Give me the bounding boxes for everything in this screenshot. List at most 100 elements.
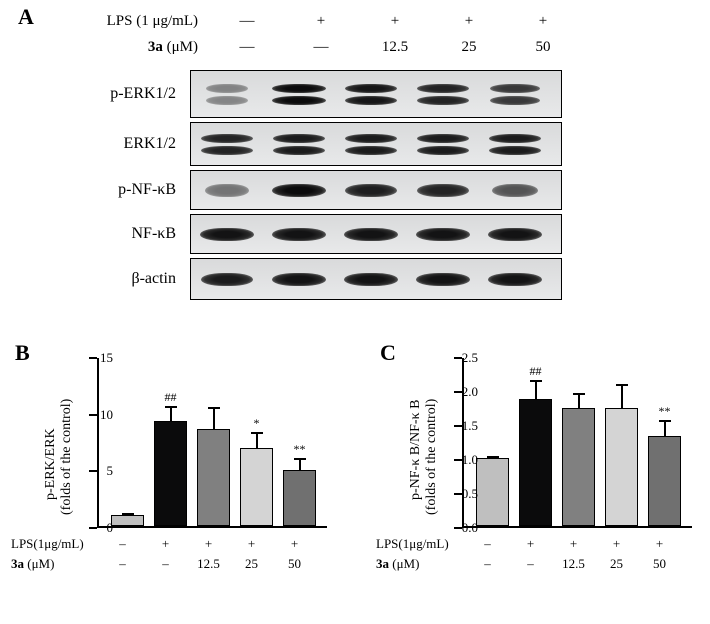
band	[417, 146, 469, 155]
lane	[196, 215, 258, 253]
x-condition-cell: 50	[273, 556, 316, 572]
bar-group: **	[283, 356, 316, 526]
x-condition-cell: +	[509, 536, 552, 552]
error-bar	[578, 394, 580, 408]
ylabel-line1: p-NF-κ B/NF-κ B	[408, 400, 424, 500]
band	[272, 184, 326, 197]
plot-c: ## **	[462, 358, 692, 528]
significance-marker: ##	[530, 364, 542, 379]
x-condition-cell: –	[466, 556, 509, 572]
blot-label-b-actin: β-actin	[50, 270, 190, 288]
band	[345, 134, 397, 143]
band	[201, 146, 253, 155]
lps-label: LPS (1 μg/mL)	[50, 13, 210, 30]
x-condition-cell: –	[144, 556, 187, 572]
error-cap	[251, 432, 263, 434]
bar	[111, 515, 144, 526]
ytick-label: 15	[83, 350, 113, 366]
x-condition-cell: 25	[595, 556, 638, 572]
cmp-c0: —	[210, 39, 284, 56]
lane	[196, 171, 258, 209]
blot-row-ERK1/2: ERK1/2	[50, 122, 562, 166]
x-condition-label: 3a (μM)	[376, 556, 466, 572]
lps-c2: +	[358, 13, 432, 30]
plot-b: ##***	[97, 358, 327, 528]
cmp-c3: 25	[432, 39, 506, 56]
error-cap	[573, 393, 585, 395]
band	[272, 84, 326, 93]
panel-a-letter: A	[18, 4, 34, 30]
panel-c: C ##** 0.00.51.01.52.02.5p-NF-κ B/NF-κ B…	[370, 340, 710, 620]
band	[206, 96, 248, 105]
lane	[412, 171, 474, 209]
cmp-c1: —	[284, 39, 358, 56]
band	[201, 273, 253, 286]
bar-group: ##	[519, 356, 552, 526]
lps-c4: +	[506, 13, 580, 30]
lane	[340, 259, 402, 299]
western-blots: p-ERK1/2ERK1/2p-NF-κBNF-κBβ-actin	[50, 70, 562, 300]
band	[200, 228, 253, 241]
band	[416, 273, 469, 286]
ytick-label: 1.0	[448, 452, 478, 468]
x-condition-label: 3a (μM)	[11, 556, 101, 572]
ytick-label: 0	[83, 520, 113, 536]
lane	[268, 71, 330, 117]
bar-group: *	[240, 356, 273, 526]
bar	[197, 429, 230, 526]
blot-label-NFkB: NF-κB	[50, 225, 190, 243]
band	[273, 146, 325, 155]
lps-c3: +	[432, 13, 506, 30]
bar-group	[605, 356, 638, 526]
lane	[484, 71, 546, 117]
lane	[340, 215, 402, 253]
lane	[340, 71, 402, 117]
band	[273, 134, 325, 143]
error-bar	[213, 408, 215, 428]
blot-row-p-ERK1/2: p-ERK1/2	[50, 70, 562, 118]
significance-marker: *	[254, 416, 260, 431]
band	[344, 273, 397, 286]
lane	[484, 123, 546, 165]
band	[416, 228, 469, 241]
x-condition-cell: +	[638, 536, 681, 552]
x-condition-cell: +	[187, 536, 230, 552]
blot-box-b-actin	[190, 258, 562, 300]
band	[417, 84, 469, 93]
bar	[562, 408, 595, 526]
band	[490, 96, 539, 105]
band	[492, 184, 539, 197]
cmp-c4: 50	[506, 39, 580, 56]
bar-group	[476, 356, 509, 526]
significance-marker: ##	[165, 390, 177, 405]
bar	[240, 448, 273, 526]
ytick-label: 1.5	[448, 418, 478, 434]
error-cap	[616, 384, 628, 386]
band	[345, 96, 398, 105]
significance-marker: **	[659, 404, 671, 419]
band	[489, 146, 541, 155]
blot-box-p-NFkB	[190, 170, 562, 210]
x-condition-label: LPS(1μg/mL)	[376, 536, 466, 552]
band	[272, 273, 325, 286]
bar	[605, 408, 638, 526]
x-condition-row: LPS(1μg/mL)–++++	[376, 536, 681, 552]
lane	[196, 123, 258, 165]
band	[205, 184, 248, 197]
condition-table: LPS (1 μg/mL) — + + + + 3a (μM) — — 12.5…	[50, 8, 580, 60]
bar	[154, 421, 187, 526]
lane	[268, 123, 330, 165]
x-condition-cell: +	[595, 536, 638, 552]
lane	[484, 215, 546, 253]
band	[490, 84, 539, 93]
blot-box-ERK1/2	[190, 122, 562, 166]
band	[488, 273, 541, 286]
x-condition-cell: +	[230, 536, 273, 552]
bar	[283, 470, 316, 526]
ylabel-line2: (folds of the control)	[424, 399, 440, 515]
error-cap	[294, 458, 306, 460]
error-bar	[170, 407, 172, 421]
ylabel-line2: (folds of the control)	[59, 399, 75, 515]
band	[201, 134, 253, 143]
ytick-label: 2.5	[448, 350, 478, 366]
